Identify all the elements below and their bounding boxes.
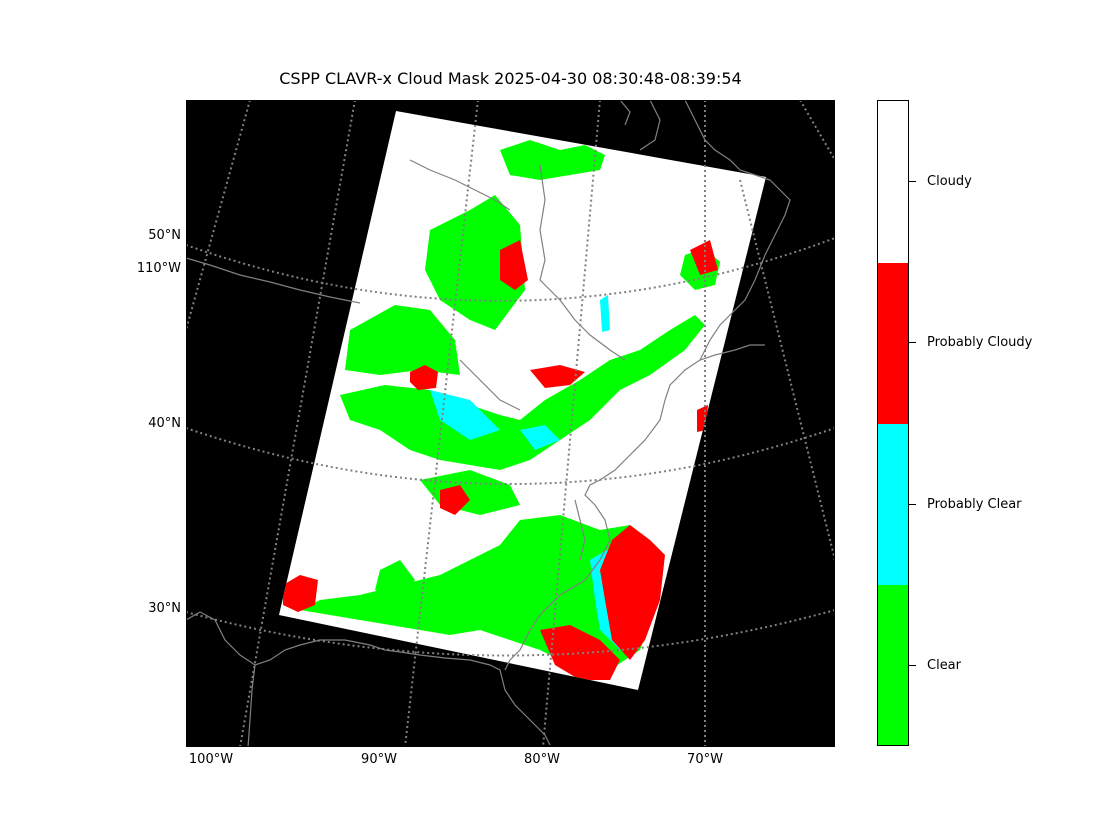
colorbar-tick bbox=[909, 181, 916, 182]
lat-label-30n: 30°N bbox=[148, 601, 181, 616]
lat-label-40n: 40°N bbox=[148, 416, 181, 431]
colorbar-tick bbox=[909, 342, 916, 343]
colorbar-cloudy bbox=[878, 101, 908, 263]
satellite-swath bbox=[279, 111, 766, 690]
colorbar-probably-cloudy bbox=[878, 263, 908, 424]
graticule bbox=[186, 100, 835, 747]
lon-label-110w: 110°W bbox=[136, 261, 181, 276]
legend-label-cloudy: Cloudy bbox=[927, 174, 972, 189]
lat-label-50n: 50°N bbox=[148, 228, 181, 243]
colorbar bbox=[877, 100, 909, 746]
legend-label-probably-clear: Probably Clear bbox=[927, 497, 1022, 512]
map-frame bbox=[186, 100, 835, 747]
lon-label-100w: 100°W bbox=[188, 752, 234, 767]
colorbar-clear bbox=[878, 585, 908, 745]
lon-label-90w: 90°W bbox=[361, 752, 397, 767]
colorbar-tick bbox=[909, 665, 916, 666]
legend-label-clear: Clear bbox=[927, 658, 961, 673]
lon-label-80w: 80°W bbox=[524, 752, 560, 767]
coastlines bbox=[186, 100, 791, 747]
lon-label-70w: 70°W bbox=[687, 752, 723, 767]
legend-label-probably-cloudy: Probably Cloudy bbox=[927, 335, 1033, 350]
map-title: CSPP CLAVR-x Cloud Mask 2025-04-30 08:30… bbox=[279, 69, 742, 88]
colorbar-tick bbox=[909, 504, 916, 505]
colorbar-probably-clear bbox=[878, 424, 908, 585]
